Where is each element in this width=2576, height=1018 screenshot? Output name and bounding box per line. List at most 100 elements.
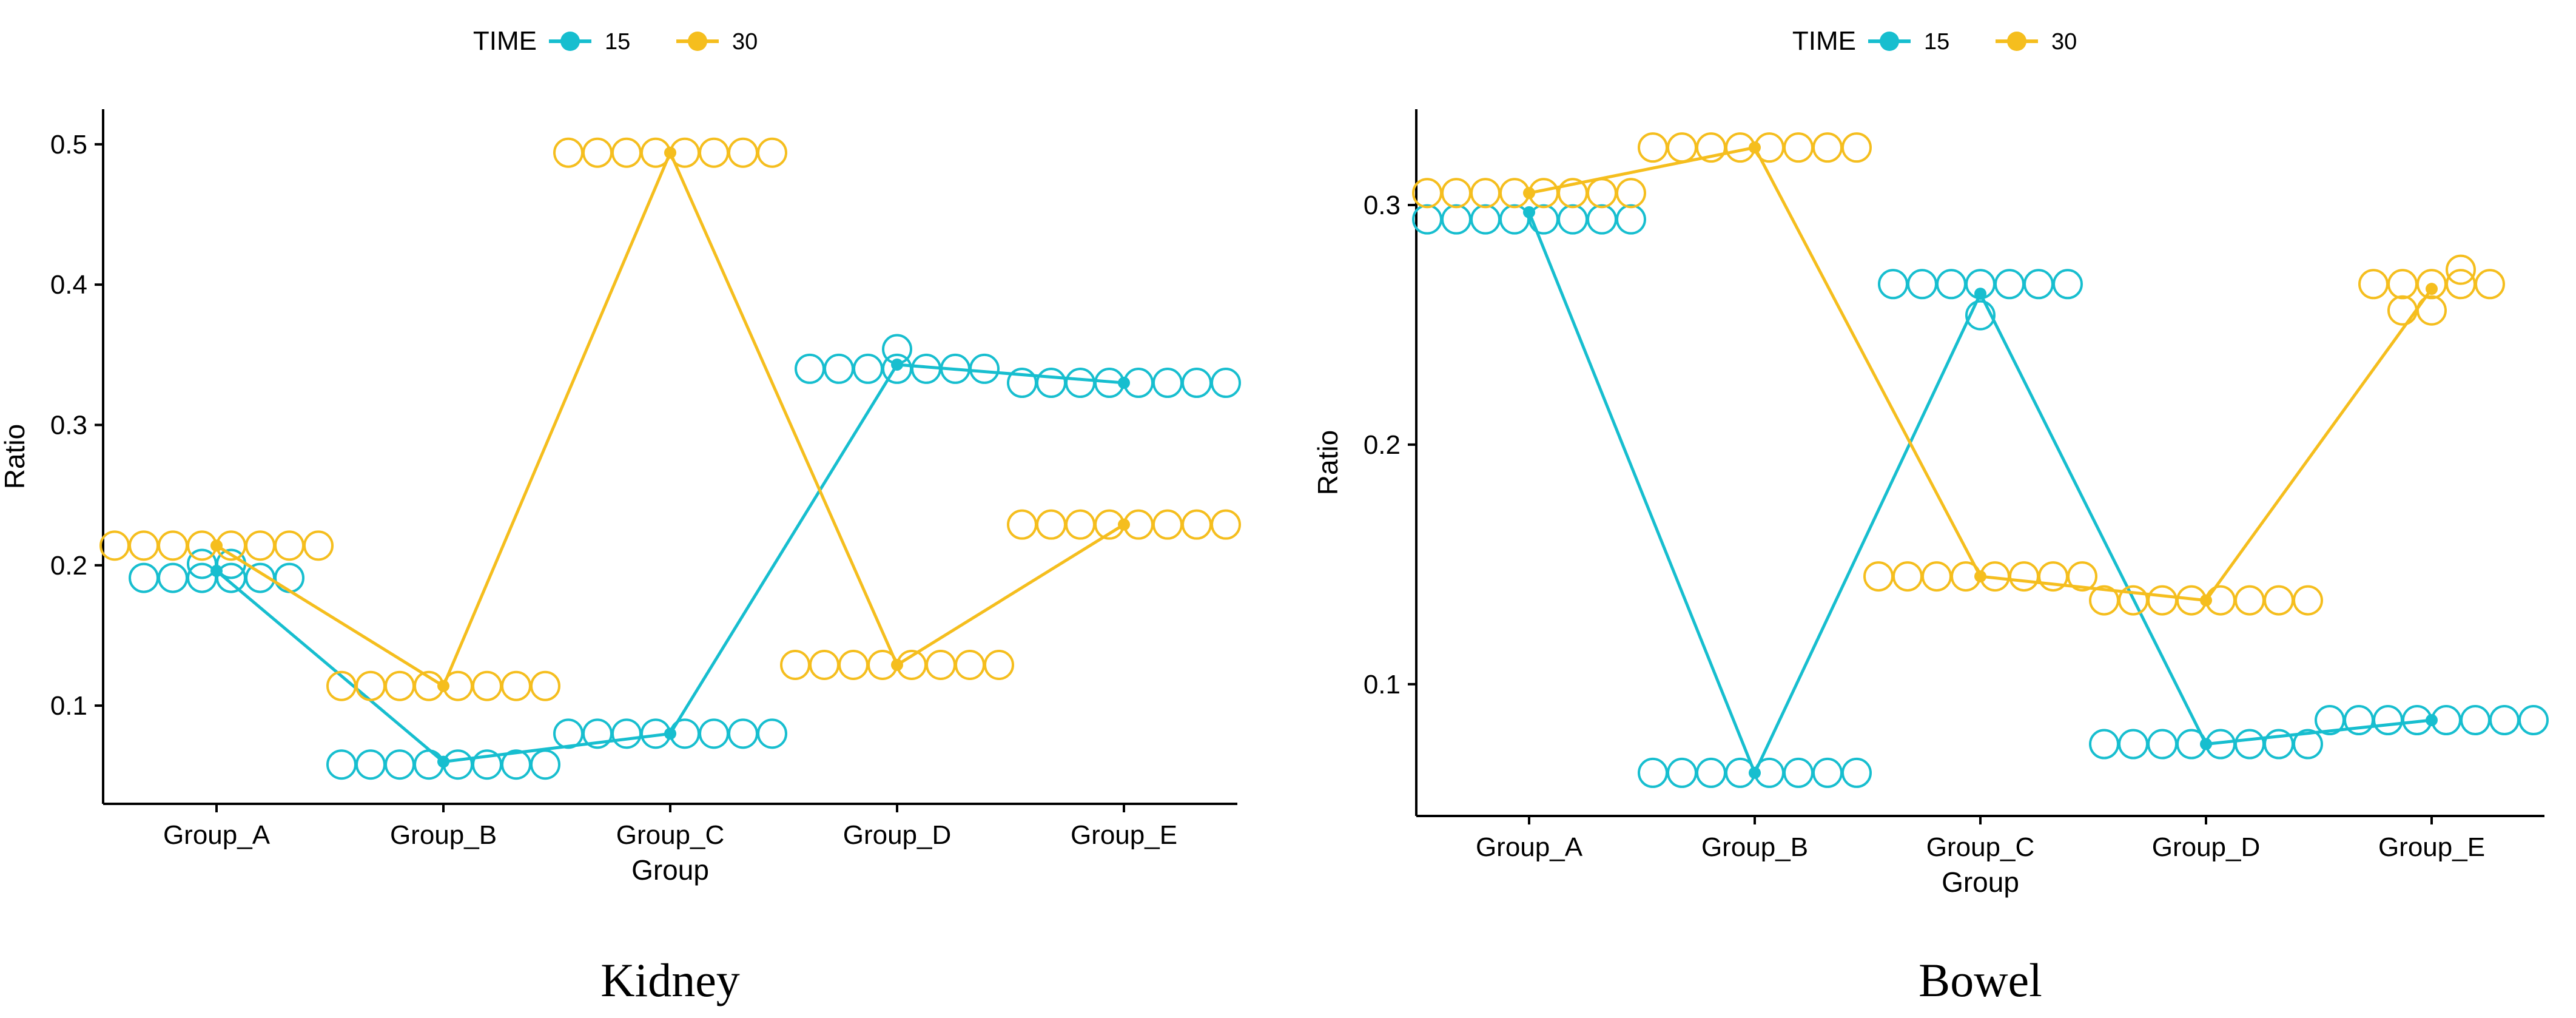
data-point xyxy=(274,530,304,561)
data-point xyxy=(582,137,613,168)
data-point xyxy=(1587,204,1617,235)
data-point xyxy=(2518,705,2549,736)
data-point xyxy=(385,749,415,780)
y-tick-label: 0.2 xyxy=(50,551,87,581)
data-point xyxy=(2387,295,2418,326)
data-point xyxy=(129,530,159,561)
series-30 xyxy=(1412,132,2505,616)
data-point xyxy=(2053,269,2083,300)
data-point xyxy=(2387,269,2418,300)
data-point xyxy=(2446,254,2476,285)
data-point xyxy=(1152,368,1183,399)
x-tick-label: Group_C xyxy=(616,820,725,850)
data-point xyxy=(553,137,583,168)
data-point xyxy=(809,650,839,680)
data-point xyxy=(355,670,386,701)
x-tick-label: Group_B xyxy=(390,820,497,850)
x-tick-label: Group_D xyxy=(2152,832,2261,862)
x-axis-title: Group xyxy=(1942,866,2019,898)
data-point xyxy=(2460,705,2490,736)
data-point xyxy=(1922,561,1952,592)
data-point xyxy=(2358,269,2389,300)
data-point xyxy=(158,530,188,561)
data-point xyxy=(245,530,275,561)
data-point xyxy=(530,670,560,701)
data-point xyxy=(1696,757,1726,788)
data-point xyxy=(795,353,825,384)
legend-entry-15: 15 xyxy=(549,29,630,55)
data-point xyxy=(2235,585,2265,616)
data-point xyxy=(2067,561,2097,592)
legend-label: 15 xyxy=(605,29,630,55)
data-point xyxy=(699,718,729,749)
mean-marker xyxy=(1749,141,1761,154)
data-point xyxy=(1211,509,1241,540)
data-point xyxy=(158,562,188,593)
data-point xyxy=(969,353,1000,384)
data-point xyxy=(1841,757,1872,788)
data-point xyxy=(2293,729,2323,760)
data-point xyxy=(780,650,810,680)
y-axis-title: Ratio xyxy=(1312,430,1343,495)
legend: TIME 15 30 xyxy=(473,26,758,56)
data-point xyxy=(757,137,787,168)
data-point xyxy=(1892,561,1923,592)
data-point xyxy=(926,650,956,680)
data-point xyxy=(1994,269,2025,300)
data-point xyxy=(1783,132,1814,163)
data-point xyxy=(1841,132,1872,163)
x-tick-label: Group_A xyxy=(1476,832,1583,862)
series-30 xyxy=(99,137,1241,701)
legend-key-dot xyxy=(2007,32,2026,51)
data-point xyxy=(385,670,415,701)
data-point xyxy=(355,749,386,780)
data-point xyxy=(1812,757,1843,788)
data-point xyxy=(1965,300,1996,331)
x-tick-label: Group_D xyxy=(843,820,952,850)
data-point xyxy=(2089,729,2119,760)
data-point xyxy=(472,670,502,701)
data-point xyxy=(824,353,854,384)
data-point xyxy=(1907,269,1937,300)
data-point xyxy=(553,718,583,749)
mean-marker xyxy=(210,539,223,552)
legend-title: TIME xyxy=(473,26,537,56)
data-point xyxy=(728,137,758,168)
data-point xyxy=(1007,509,1037,540)
series-line xyxy=(215,363,1125,764)
panel-caption: Kidney xyxy=(600,954,740,1006)
data-point xyxy=(1667,132,1697,163)
series-15 xyxy=(129,334,1241,780)
data-point xyxy=(728,718,758,749)
data-point xyxy=(1441,204,1471,235)
data-point xyxy=(1587,178,1617,209)
series-15 xyxy=(1412,204,2549,788)
data-point xyxy=(1812,132,1843,163)
panel-caption: Bowel xyxy=(1919,954,2042,1006)
x-tick-label: Group_B xyxy=(1701,832,1808,862)
data-point xyxy=(984,650,1014,680)
data-point xyxy=(611,137,642,168)
data-point xyxy=(2147,729,2177,760)
data-point xyxy=(1667,757,1697,788)
data-point xyxy=(2009,561,2039,592)
data-point xyxy=(1211,368,1241,399)
mean-marker xyxy=(664,146,676,159)
data-point xyxy=(2147,585,2177,616)
legend-key-dot xyxy=(688,32,707,51)
legend-key-dot xyxy=(1880,32,1899,51)
legend-label: 15 xyxy=(1924,29,1949,55)
data-point xyxy=(1036,509,1066,540)
mean-marker xyxy=(2426,283,2438,295)
legend: TIME 15 30 xyxy=(1792,26,2077,56)
data-point xyxy=(1638,757,1668,788)
series-line xyxy=(215,149,1125,689)
data-point xyxy=(1783,757,1814,788)
data-point xyxy=(530,749,560,780)
data-point xyxy=(2264,585,2294,616)
data-point xyxy=(1638,132,1668,163)
data-point xyxy=(1470,178,1501,209)
data-point xyxy=(1616,178,1646,209)
data-point xyxy=(699,137,729,168)
